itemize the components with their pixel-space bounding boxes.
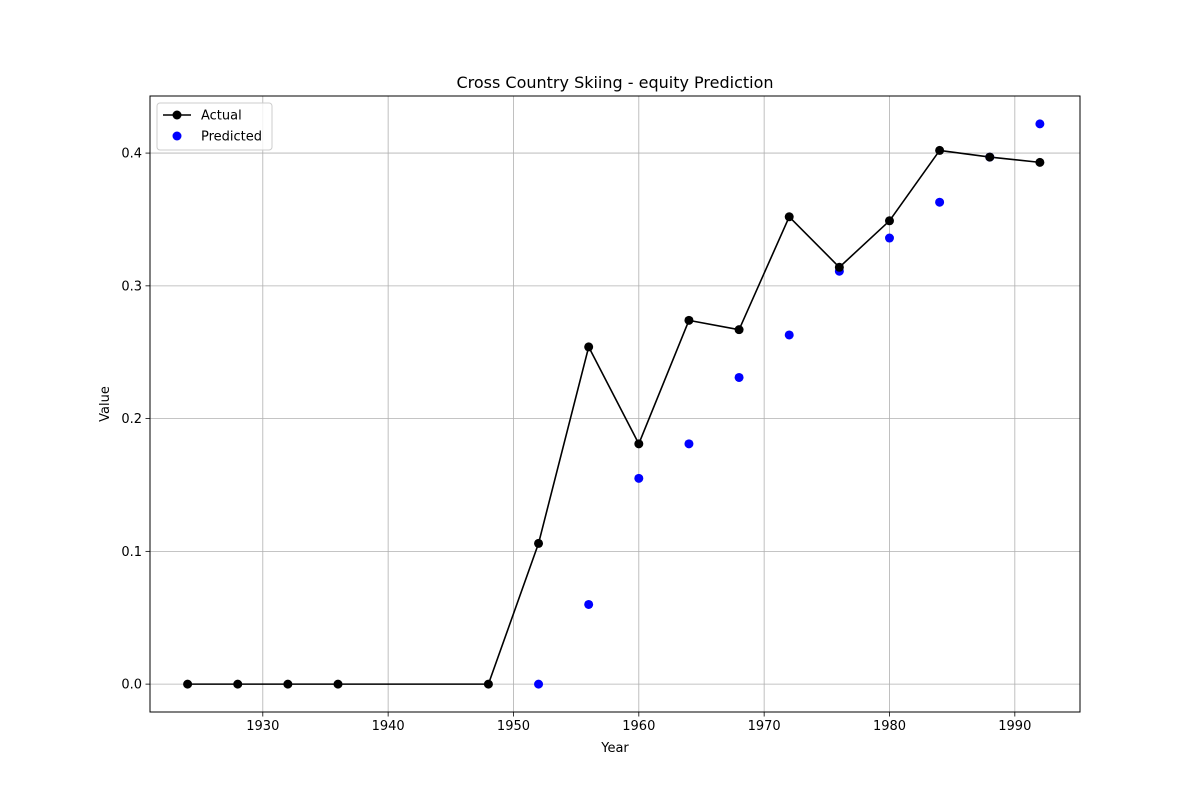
plot-area — [149, 95, 1081, 713]
y-tick-label: 0.4 — [121, 147, 142, 162]
y-axis-label: Value — [98, 386, 113, 422]
x-tick-label: 1990 — [998, 719, 1031, 734]
axis-ticks: 1930 1940 1950 1960 1970 1980 1990 0.0 0.1 0.2 0.3… — [121, 147, 1031, 734]
actual-point — [483, 679, 493, 689]
actual-point — [1035, 157, 1045, 167]
x-tick-label: 1960 — [622, 719, 655, 734]
predicted-point — [534, 679, 544, 689]
legend: Actual Predicted — [156, 102, 273, 151]
predicted-point — [634, 473, 644, 483]
actual-point — [834, 262, 844, 272]
x-tick-label: 1930 — [246, 719, 279, 734]
y-tick-label: 0.0 — [121, 678, 142, 693]
x-tick-label: 1970 — [748, 719, 781, 734]
actual-point — [283, 679, 293, 689]
data-series — [183, 119, 1045, 689]
actual-point — [333, 679, 343, 689]
predicted-point — [784, 330, 794, 340]
actual-point — [784, 212, 794, 222]
x-tick-label: 1980 — [873, 719, 906, 734]
x-tick-label: 1950 — [497, 719, 530, 734]
predicted-point — [734, 372, 744, 382]
legend-actual-label: Actual — [201, 109, 242, 124]
y-tick-label: 0.2 — [121, 412, 142, 427]
predicted-point — [684, 439, 694, 449]
actual-point — [534, 538, 544, 548]
x-axis-label: Year — [600, 741, 629, 756]
actual-series-line — [187, 149, 1040, 685]
x-tick-label: 1940 — [372, 719, 405, 734]
actual-point — [233, 679, 243, 689]
y-tick-label: 0.1 — [121, 545, 142, 560]
actual-point — [584, 342, 594, 352]
y-tick-label: 0.3 — [121, 279, 142, 294]
actual-point — [985, 152, 995, 162]
legend-predicted-label: Predicted — [201, 130, 262, 145]
legend-predicted-marker — [172, 131, 182, 141]
legend-actual-marker — [172, 110, 182, 120]
actual-point — [183, 679, 193, 689]
chart-title: Cross Country Skiing - equity Prediction — [456, 73, 773, 92]
actual-point — [684, 315, 694, 325]
actual-point — [634, 439, 644, 449]
predicted-point — [935, 197, 945, 207]
actual-point — [884, 216, 894, 226]
predicted-point — [884, 233, 894, 243]
predicted-point — [1035, 119, 1045, 129]
predicted-point — [584, 599, 594, 609]
actual-point — [734, 325, 744, 335]
actual-point — [935, 145, 945, 155]
